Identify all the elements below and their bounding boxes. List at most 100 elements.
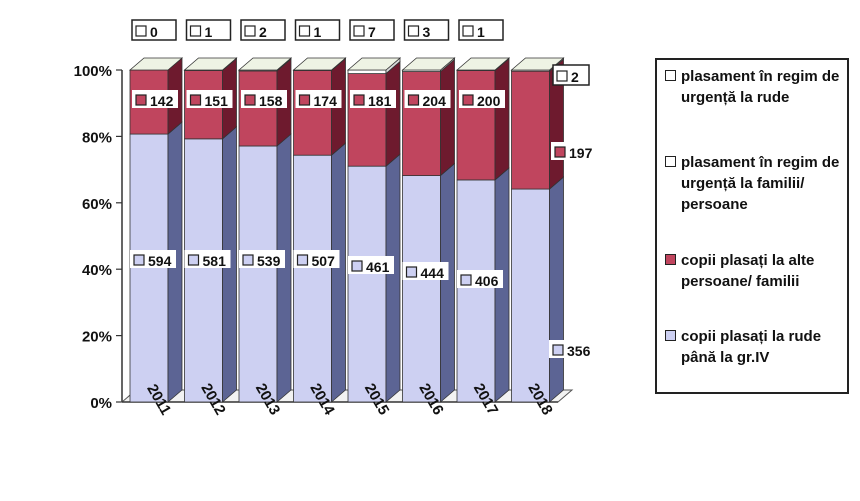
data-label-urgenta: 1 [314, 24, 322, 40]
data-label-urgenta-swatch [353, 25, 365, 37]
bar-side-2017-series-1 [494, 57, 510, 181]
data-label-rude-swatch [351, 260, 363, 272]
legend-item-urgenta-familii: plasament în regim de urgență la familii… [665, 152, 841, 246]
data-label-rude: 507 [312, 253, 336, 269]
data-label-rude-swatch [133, 254, 145, 266]
bar-top-2018 [510, 57, 565, 71]
data-label-urgenta: 7 [368, 24, 376, 40]
bar-side-2018-series-0 [549, 176, 564, 403]
bar-2012-series-0 [184, 138, 223, 403]
bar-top-2011 [128, 57, 184, 71]
bar-side-2016-series-1 [440, 58, 455, 177]
data-label-urgenta: 2 [571, 69, 579, 85]
data-label-alte: 181 [368, 93, 392, 109]
bar-2011-series-0 [129, 133, 169, 403]
bar-side-2015-series-0 [385, 153, 401, 403]
bar-2017-series-1 [456, 70, 496, 181]
data-label-alte-swatch [462, 94, 474, 106]
data-label-alte: 200 [477, 93, 501, 109]
data-label-urgenta: 3 [423, 24, 431, 40]
y-tick-label: 100% [74, 63, 112, 80]
data-label-alte: 174 [314, 93, 338, 109]
legend-label: copii plasați la rude până la gr.IV [681, 328, 822, 366]
bar-2013-series-0 [238, 145, 278, 403]
bar-2014-series-1 [293, 70, 332, 156]
data-label-rude: 539 [257, 253, 281, 269]
data-label-rude-swatch [460, 274, 472, 286]
data-label-rude-swatch [187, 254, 200, 266]
data-label-urgenta-swatch [135, 25, 147, 37]
data-label-urgenta: 1 [205, 24, 213, 40]
data-label-rude: 461 [366, 259, 390, 275]
data-label-alte: 197 [569, 145, 593, 161]
data-label-urgenta-swatch [407, 25, 420, 37]
data-label-rude: 444 [421, 265, 445, 281]
data-label-alte-swatch [244, 94, 256, 106]
data-label-urgenta-swatch [462, 25, 474, 37]
bar-top-2014 [292, 57, 347, 71]
bar-2017-series-0 [456, 179, 496, 403]
legend-swatch [665, 254, 676, 265]
bar-side-2014-series-0 [331, 142, 346, 403]
bar-top-2013 [237, 57, 293, 71]
data-label-urgenta-swatch [189, 25, 202, 37]
legend-label: plasament în regim de urgență la rude [681, 68, 840, 106]
bar-top-2012 [183, 57, 238, 71]
legend-item-rude: copii plasați la rude până la gr.IV [665, 326, 841, 368]
bar-2018-series-0 [511, 188, 550, 403]
data-label-alte-swatch [189, 94, 202, 106]
data-label-rude: 594 [148, 253, 172, 269]
bars [128, 57, 565, 403]
data-label-rude-swatch [242, 254, 254, 266]
legend-item-alte-persoane: copii plasați la alte persoane/ familii [665, 250, 841, 316]
data-label-rude-swatch [405, 266, 418, 278]
legend-swatch [665, 330, 676, 341]
data-label-alte-swatch [353, 94, 365, 106]
bar-2015-series-0 [347, 165, 387, 403]
data-label-urgenta-swatch [298, 25, 311, 37]
data-label-alte: 151 [205, 93, 229, 109]
legend-label: copii plasați la alte persoane/ familii [681, 252, 815, 290]
y-tick-label: 80% [82, 129, 112, 146]
legend-swatch [665, 70, 676, 81]
legend-item-urgenta-rude: plasament în regim de urgență la rude [665, 66, 841, 142]
bar-top-2017 [455, 57, 511, 71]
bar-top-2015 [346, 57, 402, 71]
legend: plasament în regim de urgență la rude pl… [655, 58, 849, 394]
bar-2018-series-1 [511, 70, 550, 190]
data-label-urgenta: 2 [259, 24, 267, 40]
bar-2013-series-1 [238, 70, 278, 147]
data-label-urgenta-swatch [244, 25, 256, 37]
data-label-alte-swatch [298, 94, 311, 106]
bar-side-2016-series-0 [440, 162, 455, 403]
bar-2016-series-1 [402, 71, 441, 176]
data-label-rude: 406 [475, 273, 499, 289]
data-label-urgenta-swatch [556, 70, 568, 82]
bar-2014-series-0 [293, 154, 332, 403]
bar-2015-series-1 [347, 73, 387, 167]
data-label-alte: 158 [259, 93, 283, 109]
data-label-alte-swatch [407, 94, 420, 106]
y-tick-label: 20% [82, 329, 112, 346]
y-tick-label: 0% [90, 395, 112, 412]
y-tick-label: 40% [82, 262, 112, 279]
data-labels: 0 142 594 1 151 581 2 158 539 1 174 507 7 181 461 3 204 4… [130, 19, 597, 359]
data-label-rude-swatch [296, 254, 309, 266]
bar-side-2015-series-1 [385, 60, 401, 168]
data-label-rude: 581 [203, 253, 227, 269]
data-label-alte-swatch [135, 94, 147, 106]
data-label-rude: 356 [567, 343, 591, 359]
bar-top-2016 [401, 57, 456, 71]
data-label-alte-swatch [554, 146, 566, 158]
data-label-urgenta: 1 [477, 24, 485, 40]
bar-2015-series-3 [347, 69, 387, 74]
bar-2016-series-0 [402, 175, 441, 403]
legend-label: plasament în regim de urgență la familii… [681, 154, 840, 213]
data-label-alte: 142 [150, 93, 174, 109]
legend-swatch [665, 156, 676, 167]
y-tick-label: 60% [82, 196, 112, 213]
data-label-alte: 204 [423, 93, 447, 109]
data-label-urgenta: 0 [150, 24, 158, 40]
data-label-rude-swatch [552, 344, 564, 356]
